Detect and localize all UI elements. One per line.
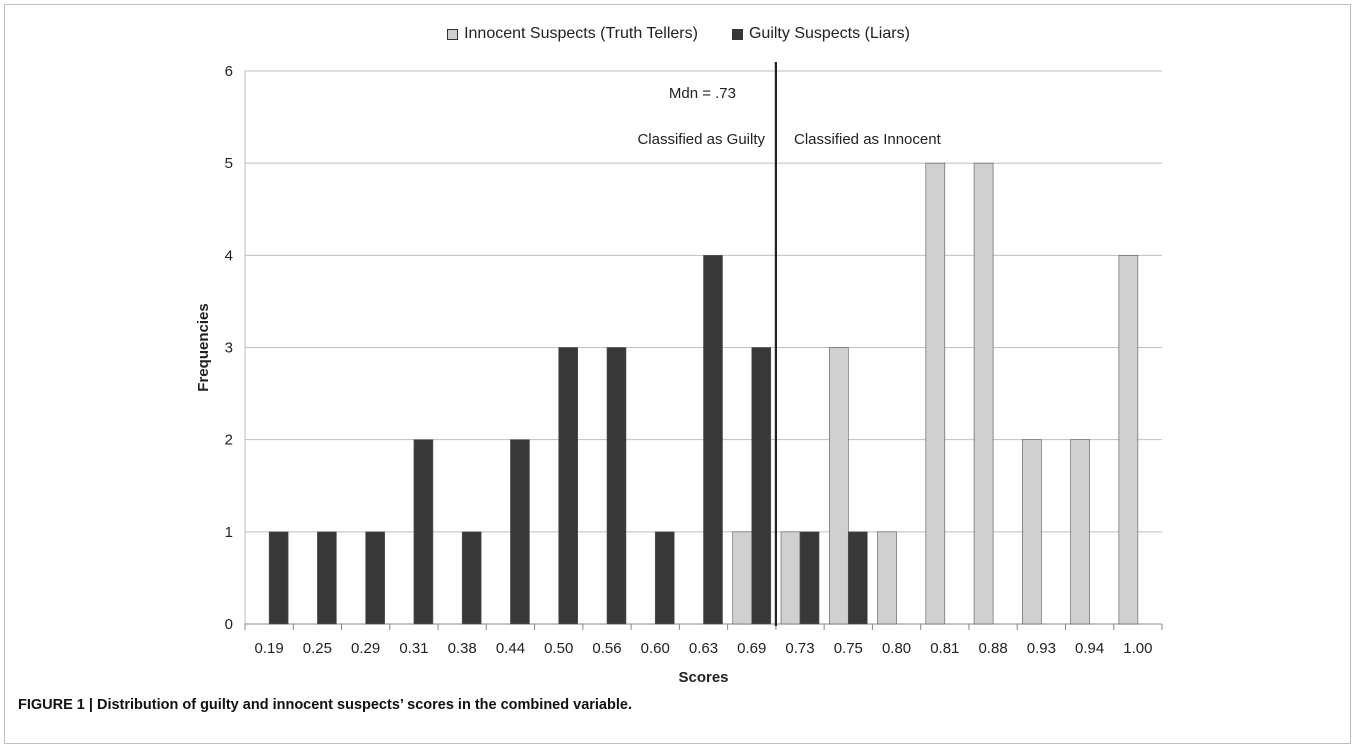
y-tick-label: 0 <box>225 616 233 633</box>
classified-innocent-label: Classified as Innocent <box>794 131 942 148</box>
x-tick-label: 0.25 <box>303 640 332 657</box>
bar-guilty <box>751 347 772 625</box>
x-tick-label: 0.44 <box>496 640 525 657</box>
y-tick-label: 2 <box>225 432 233 449</box>
bar-innocent <box>732 531 753 625</box>
x-tick-label: 0.69 <box>737 640 766 657</box>
bar-guilty <box>847 531 868 625</box>
bar-innocent <box>1070 439 1090 625</box>
median-label: Mdn = .73 <box>669 85 736 102</box>
x-tick-label: 1.00 <box>1123 640 1152 657</box>
legend-item-guilty: Guilty Suspects (Liars) <box>731 25 910 43</box>
x-tick-label: 0.31 <box>399 640 428 657</box>
x-tick-label: 0.60 <box>641 640 670 657</box>
legend-swatch-guilty <box>731 28 743 40</box>
bar-guilty <box>606 347 627 625</box>
x-tick-label: 0.19 <box>255 640 284 657</box>
y-tick-label: 3 <box>225 340 233 357</box>
bar-innocent <box>973 162 994 625</box>
bar-guilty <box>558 347 579 625</box>
x-tick-label: 0.73 <box>785 640 814 657</box>
bar-innocent <box>877 531 897 625</box>
x-tick-label: 0.81 <box>930 640 959 657</box>
legend-label-guilty: Guilty Suspects (Liars) <box>748 25 910 42</box>
x-tick-label: 0.38 <box>448 640 477 657</box>
x-axis-title: Scores <box>678 669 728 686</box>
bar-guilty <box>413 439 434 625</box>
legend-item-innocent: Innocent Suspects (Truth Tellers) <box>447 25 698 43</box>
bar-innocent <box>780 531 801 625</box>
y-tick-label: 1 <box>225 524 233 541</box>
bar-guilty <box>365 531 385 625</box>
x-tick-label: 0.29 <box>351 640 380 657</box>
figure-frame <box>4 4 1351 744</box>
bar-guilty <box>268 531 289 625</box>
bar-chart: 0 1 2 3 4 5 6 0.19 0.25 0.29 0.31 0.38 0.44 0.50 0.56 0… <box>195 62 1163 686</box>
x-tick-label: 0.75 <box>834 640 863 657</box>
legend: Innocent Suspects (Truth Tellers) Guilty… <box>0 25 1357 43</box>
bar-guilty <box>799 531 820 625</box>
x-tick-label: 0.63 <box>689 640 718 657</box>
legend-swatch-innocent <box>447 28 459 40</box>
bar-guilty <box>461 531 482 625</box>
y-tick-label: 5 <box>225 155 233 172</box>
bar-guilty <box>510 439 530 625</box>
y-axis-title: Frequencies <box>195 303 212 391</box>
x-tick-label: 0.80 <box>882 640 911 657</box>
legend-label-innocent: Innocent Suspects (Truth Tellers) <box>464 25 698 42</box>
y-tick-label: 4 <box>225 247 233 264</box>
bar-innocent <box>1022 439 1042 625</box>
bar-innocent <box>925 162 946 625</box>
figure-caption: FIGURE 1 | Distribution of guilty and in… <box>18 697 632 713</box>
y-tick-label: 6 <box>225 63 233 80</box>
bar-innocent <box>1118 255 1139 625</box>
bar-guilty <box>317 531 337 625</box>
x-tick-label: 0.50 <box>544 640 573 657</box>
classified-guilty-label: Classified as Guilty <box>637 131 765 148</box>
x-tick-label: 0.94 <box>1075 640 1104 657</box>
x-tick-label: 0.56 <box>592 640 621 657</box>
bar-innocent <box>828 347 849 625</box>
x-tick-label: 0.93 <box>1027 640 1056 657</box>
bar-guilty <box>654 531 675 625</box>
bar-guilty <box>703 255 723 625</box>
x-tick-label: 0.88 <box>978 640 1007 657</box>
